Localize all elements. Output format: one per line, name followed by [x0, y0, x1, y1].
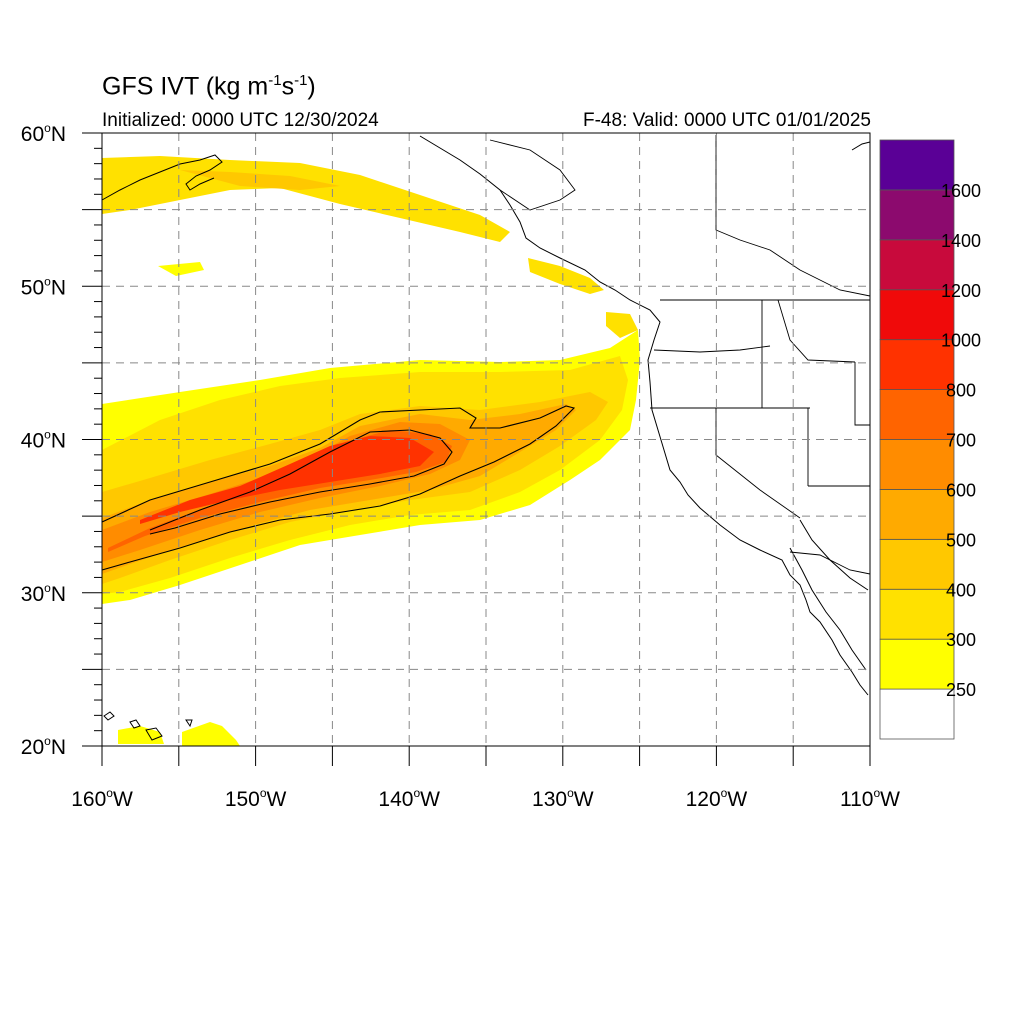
colorbar-swatch	[879, 139, 955, 191]
colorbar-label: 1200	[941, 281, 981, 301]
ivt-small-patch	[158, 262, 204, 276]
coastline-alaska	[101, 154, 223, 201]
valid-time: F-48: Valid: 0000 UTC 01/01/2025	[583, 110, 871, 131]
border-alaska-canada	[489, 139, 576, 211]
colorbar-label: 250	[946, 680, 976, 700]
lat-label: 30oN	[21, 581, 66, 606]
border-id-mt	[777, 299, 856, 363]
ivt-north-band-inner	[180, 170, 340, 190]
colorbar-label: 400	[946, 580, 976, 600]
ivt-north-band	[102, 156, 510, 242]
longitude-labels: 160oW 150oW 140oW 130oW 120oW 110oW	[71, 786, 900, 811]
ivt-coast-patch	[606, 312, 638, 338]
colorbar-swatch	[879, 588, 955, 640]
colorbar-label: 800	[946, 381, 976, 401]
lon-label: 130oW	[532, 786, 594, 811]
border-wy	[854, 362, 870, 426]
border-us-mexico	[789, 551, 871, 575]
title-unit-s: s	[281, 72, 295, 101]
colorbar-swatch	[879, 489, 955, 540]
lon-label: 150oW	[225, 786, 287, 811]
title-exponent-2: -1	[294, 72, 308, 89]
title-exponent-1: -1	[268, 72, 282, 89]
coastline-baja	[789, 547, 867, 671]
colorbar: 250 300 400 500 600 700 800 1000 1200 1400 1600	[879, 139, 981, 740]
colorbar-label: 1400	[941, 231, 981, 251]
colorbar-swatch	[879, 189, 955, 241]
colorbar-label: 600	[946, 480, 976, 500]
ivt-contour-inner	[149, 429, 453, 535]
colorbar-swatch	[879, 439, 955, 490]
ivt-hawaii-patch	[182, 722, 240, 746]
lat-label: 20oN	[21, 734, 66, 759]
chart-title: GFS IVT (kg m-1s-1)	[102, 72, 316, 101]
lat-label: 40oN	[21, 428, 66, 453]
ivt-contours	[101, 405, 576, 571]
colorbar-swatch	[879, 638, 955, 690]
border-ca-nv	[715, 408, 801, 519]
title-prefix: GFS IVT (kg m	[102, 72, 269, 101]
coastline-north-america	[419, 135, 869, 696]
colorbar-label: 1600	[941, 181, 981, 201]
colorbar-swatch	[879, 239, 955, 291]
axis-ticks	[82, 132, 871, 766]
coastline-hawaii	[103, 711, 193, 741]
ivt-band-800	[140, 436, 434, 524]
ivt-contour-outer	[101, 405, 576, 571]
political-borders	[489, 135, 871, 575]
lat-lon-grid	[102, 133, 870, 746]
border-canada-provinces	[715, 135, 871, 297]
ivt-field	[102, 156, 640, 746]
lat-label: 60oN	[21, 121, 66, 146]
coastline-gulf	[799, 519, 869, 591]
title-suffix: )	[307, 72, 316, 101]
colorbar-swatch	[879, 538, 955, 590]
lat-label: 50oN	[21, 274, 66, 299]
colorbar-label: 300	[946, 630, 976, 650]
lon-label: 140oW	[378, 786, 440, 811]
colorbar-swatch	[879, 389, 955, 440]
colorbar-label: 700	[946, 431, 976, 451]
colorbar-swatch	[879, 688, 955, 740]
initialized-time: Initialized: 0000 UTC 12/30/2024	[102, 110, 379, 131]
lon-label: 160oW	[71, 786, 133, 811]
latitude-labels: 60oN 50oN 40oN 30oN 20oN	[21, 121, 66, 759]
ivt-coast-band	[528, 258, 604, 294]
coastline-canada-east	[851, 141, 871, 151]
colorbar-swatch	[879, 289, 955, 341]
colorbar-label: 500	[946, 530, 976, 550]
lon-label: 120oW	[686, 786, 748, 811]
colorbar-label: 1000	[941, 331, 981, 351]
border-wa-or	[653, 345, 771, 353]
lon-label: 110oW	[840, 786, 900, 811]
